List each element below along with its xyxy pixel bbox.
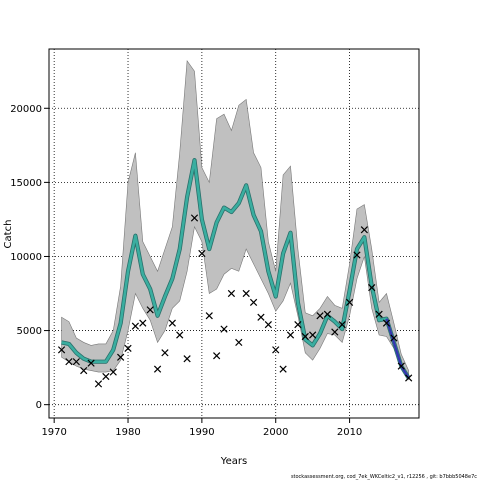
catch-estimate-line — [61, 158, 411, 380]
observed-catch-point — [139, 319, 147, 327]
observed-catch-point — [338, 321, 346, 329]
observed-catch-point — [153, 365, 162, 373]
y-tick-label: 0 — [36, 400, 42, 411]
observed-catch-point — [72, 358, 80, 366]
y-tick-label: 10000 — [10, 252, 42, 263]
observed-catch-point — [94, 380, 103, 388]
observed-catch-point — [117, 353, 125, 361]
x-tick-label: 2010 — [337, 427, 362, 438]
observed-catch-point — [57, 346, 66, 354]
observed-catch-point — [227, 289, 236, 298]
catch-estimate-line-recent — [385, 318, 410, 379]
x-axis-title: Years — [220, 456, 247, 467]
catch-estimate-line-main — [61, 158, 410, 379]
observed-catch-point — [235, 338, 243, 347]
footer-note: stockassessment.org, cod_7ek_WKCeltic2_v… — [291, 474, 477, 480]
observed-catch-point — [405, 374, 413, 382]
y-axis-title: Catch — [3, 220, 14, 249]
observed-catch-point — [249, 298, 258, 307]
observed-catch-point — [87, 359, 95, 367]
observed-catch-point — [161, 349, 169, 357]
observed-catch-point — [124, 344, 132, 352]
observed-catch-point — [279, 365, 287, 373]
observed-catch-point — [301, 332, 309, 341]
observed-catch-point — [176, 331, 184, 339]
observed-catch-point — [286, 331, 295, 339]
x-tick-label: 1990 — [189, 427, 214, 438]
y-axis: 0 5000 10000 15000 20000 — [10, 104, 49, 411]
observed-catch-point — [146, 306, 154, 314]
confidence-band — [61, 60, 409, 381]
observed-catch-point — [375, 310, 383, 318]
x-tick-label: 1970 — [41, 427, 66, 438]
y-tick-label: 5000 — [17, 326, 42, 337]
observed-catch-point — [183, 355, 191, 363]
observed-catch-point — [198, 249, 206, 258]
observed-catch-point — [331, 328, 339, 336]
observed-catch-point — [220, 325, 228, 333]
observed-catch-point — [309, 331, 317, 339]
observed-catch-points — [57, 214, 413, 388]
observed-catch-point — [213, 352, 221, 360]
observed-catch-point — [65, 358, 73, 366]
observed-catch-point — [323, 310, 332, 318]
observed-catch-point — [272, 346, 280, 354]
x-tick-label: 2000 — [263, 427, 288, 438]
observed-catch-point — [109, 368, 117, 376]
observed-catch-point — [397, 362, 405, 370]
observed-catch-point — [257, 313, 265, 321]
observed-catch-point — [264, 321, 272, 329]
observed-catch-point — [294, 321, 302, 329]
observed-catch-point — [316, 312, 324, 320]
plot-frame — [48, 48, 420, 419]
x-axis: 1970 1980 1990 2000 2010 — [41, 418, 362, 438]
observed-catch-point — [368, 283, 376, 292]
observed-catch-point — [353, 251, 361, 259]
observed-catch-point — [242, 289, 250, 298]
confidence-band-area — [61, 60, 409, 381]
x-tick-label: 1980 — [115, 427, 140, 438]
observed-catch-point — [80, 366, 88, 375]
observed-catch-point — [168, 319, 176, 327]
observed-catch-point — [382, 319, 391, 327]
observed-catch-point — [390, 334, 398, 342]
observed-catch-point — [360, 226, 368, 234]
observed-catch-point — [131, 322, 140, 330]
observed-catch-point — [190, 214, 199, 222]
y-tick-label: 15000 — [10, 178, 42, 189]
observed-catch-point — [102, 372, 110, 381]
observed-catch-point — [205, 312, 213, 320]
observed-catch-point — [345, 298, 354, 307]
y-tick-label: 20000 — [10, 104, 42, 115]
